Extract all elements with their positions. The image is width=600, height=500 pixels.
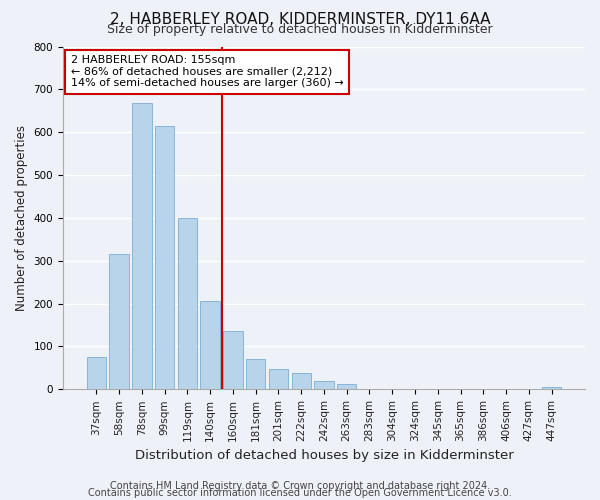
Text: 2, HABBERLEY ROAD, KIDDERMINSTER, DY11 6AA: 2, HABBERLEY ROAD, KIDDERMINSTER, DY11 6… xyxy=(110,12,490,28)
Text: Contains HM Land Registry data © Crown copyright and database right 2024.: Contains HM Land Registry data © Crown c… xyxy=(110,481,490,491)
Bar xyxy=(132,103,152,390)
Bar xyxy=(314,380,334,390)
Bar xyxy=(200,300,220,390)
Bar xyxy=(246,360,265,390)
Bar xyxy=(269,369,288,390)
Bar xyxy=(542,387,561,390)
Bar xyxy=(337,384,356,390)
X-axis label: Distribution of detached houses by size in Kidderminster: Distribution of detached houses by size … xyxy=(134,450,514,462)
Bar xyxy=(178,218,197,390)
Bar xyxy=(86,357,106,390)
Bar xyxy=(109,254,129,390)
Text: Contains public sector information licensed under the Open Government Licence v3: Contains public sector information licen… xyxy=(88,488,512,498)
Text: Size of property relative to detached houses in Kidderminster: Size of property relative to detached ho… xyxy=(107,22,493,36)
Bar xyxy=(292,373,311,390)
Bar xyxy=(155,126,174,390)
Y-axis label: Number of detached properties: Number of detached properties xyxy=(15,125,28,311)
Text: 2 HABBERLEY ROAD: 155sqm
← 86% of detached houses are smaller (2,212)
14% of sem: 2 HABBERLEY ROAD: 155sqm ← 86% of detach… xyxy=(71,55,343,88)
Bar xyxy=(223,332,242,390)
